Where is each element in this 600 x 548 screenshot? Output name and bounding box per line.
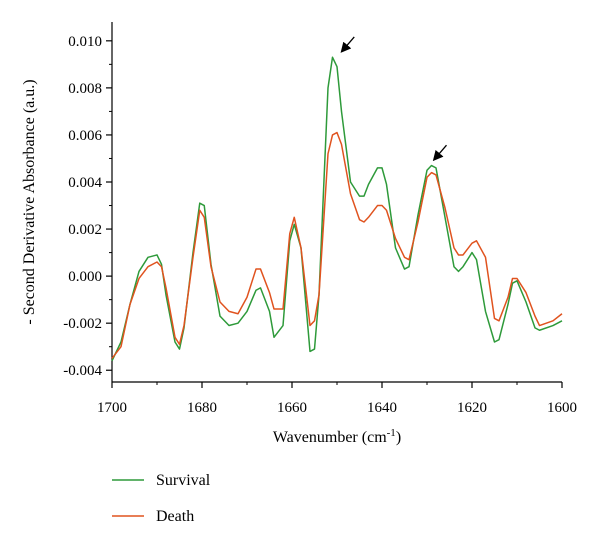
legend-label-survival: Survival — [156, 472, 211, 489]
x-tick-label: 1620 — [457, 400, 487, 416]
legend-label-death: Death — [156, 508, 194, 525]
series-layer — [111, 56, 563, 362]
y-tick-label: 0.006 — [68, 128, 102, 144]
y-tick-label: 0.004 — [68, 175, 102, 191]
x-axis-label: Wavenumber (cm-1) — [273, 427, 401, 446]
axes: 1700 1680 1660 1640 1620 1600 -0.004 -0.002 0.00… — [21, 22, 577, 446]
y-axis-label: - Second Derivative Absorbance (a.u.) — [21, 79, 38, 324]
legend: Survival Death — [112, 472, 211, 525]
x-tick-label: 1680 — [187, 400, 217, 416]
y-tick-label: -0.002 — [63, 316, 102, 332]
x-tick-label: 1600 — [547, 400, 577, 416]
peak-arrow — [432, 144, 447, 162]
peak-arrow — [340, 36, 355, 53]
y-tick-label: 0.000 — [68, 269, 102, 285]
annotations — [340, 36, 447, 162]
x-tick-label: 1640 — [367, 400, 397, 416]
y-tick-label: 0.002 — [68, 222, 102, 238]
x-tick-label: 1700 — [97, 400, 127, 416]
y-tick-label: -0.004 — [63, 363, 102, 379]
y-tick-label: 0.008 — [68, 81, 102, 97]
x-tick-label: 1660 — [277, 400, 307, 416]
y-tick-label: 0.010 — [68, 34, 102, 50]
series-line-death — [111, 131, 563, 359]
